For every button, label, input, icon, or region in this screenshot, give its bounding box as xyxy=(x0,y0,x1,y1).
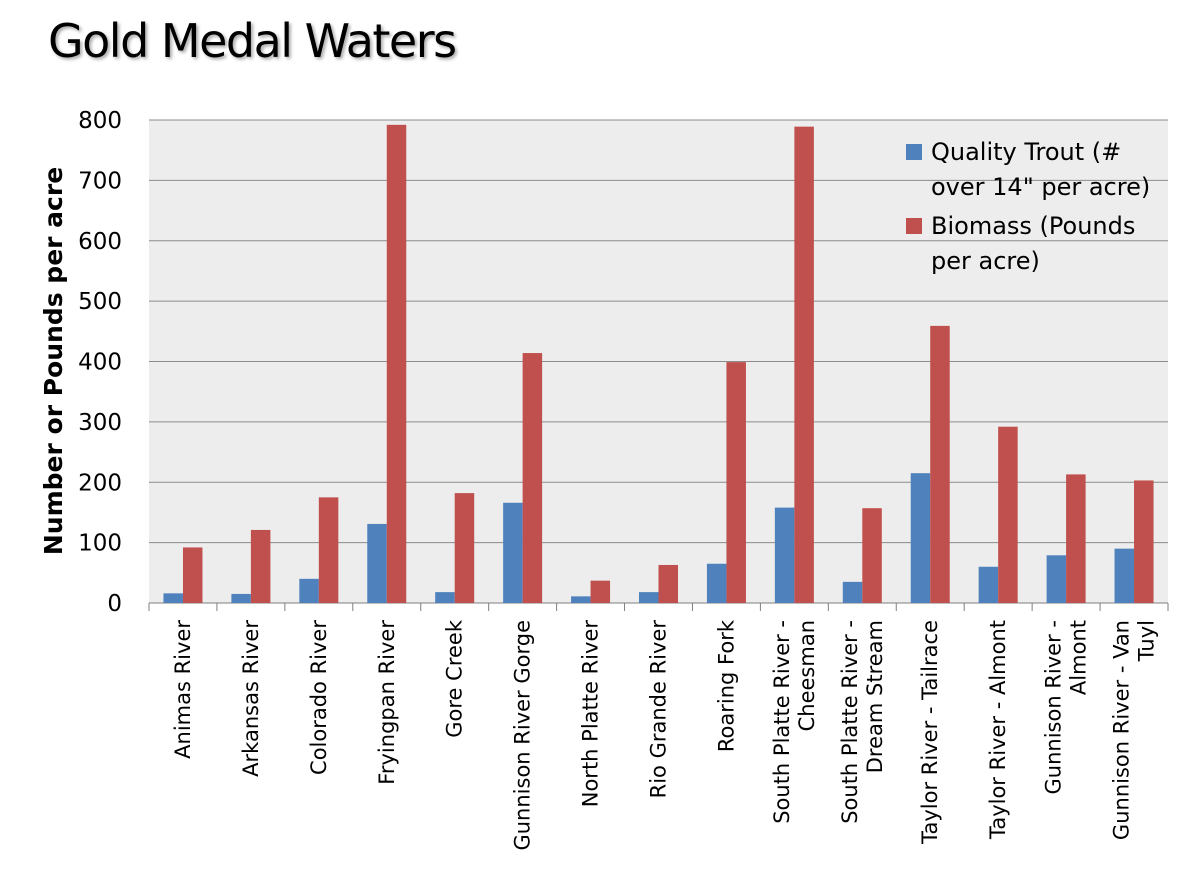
legend-label: Quality Trout (# xyxy=(931,138,1121,166)
x-category-label-line: Rio Grande River xyxy=(647,620,671,799)
bar-biomass xyxy=(250,529,271,603)
bar-biomass xyxy=(658,564,678,603)
x-category-label: Rio Grande River xyxy=(647,620,671,799)
legend: Quality Trout (# over 14" per acre) Biomas… xyxy=(906,138,1150,275)
bar-quality-trout xyxy=(978,566,999,603)
y-tick-label: 200 xyxy=(78,470,122,496)
bar-quality-trout xyxy=(639,592,659,603)
bar-biomass xyxy=(726,362,746,603)
bar-biomass xyxy=(590,580,611,603)
x-category-label: Colorado River xyxy=(307,620,331,775)
x-category-label: Gore Creek xyxy=(443,619,467,738)
bar-biomass xyxy=(862,508,882,603)
x-category-label-line: Tuyl xyxy=(1135,620,1159,662)
bar-biomass xyxy=(998,426,1018,603)
x-category-label-line: Gunnison River - Van xyxy=(1110,620,1134,840)
bar-biomass xyxy=(182,547,203,603)
bar-biomass xyxy=(1066,474,1086,603)
legend-label: per acre) xyxy=(931,247,1040,275)
x-category-label: Taylor River - Tailrace xyxy=(918,620,942,845)
bar-quality-trout xyxy=(774,507,795,603)
y-tick-label: 700 xyxy=(78,168,122,194)
bar-biomass xyxy=(522,353,543,603)
x-category-label-line: South Platte River - xyxy=(838,620,862,824)
bar-quality-trout xyxy=(842,581,863,603)
bar-quality-trout xyxy=(367,523,387,603)
bar-biomass xyxy=(794,126,814,604)
x-category-label-line: North Platte River xyxy=(579,620,603,808)
y-tick-label: 100 xyxy=(78,531,122,557)
y-tick-label: 400 xyxy=(78,350,122,376)
bar-quality-trout xyxy=(910,473,931,603)
x-category-label-line: Colorado River xyxy=(307,620,331,775)
bar-biomass xyxy=(1134,480,1154,603)
page-title: Gold Medal Waters xyxy=(48,14,457,68)
x-category-label: South Platte River - Dream Stream xyxy=(838,620,887,824)
bar-biomass xyxy=(386,124,407,603)
x-category-label: Gunnison River - Van Tuyl xyxy=(1110,620,1159,840)
x-category-label-line: Gore Creek xyxy=(443,619,467,738)
x-category-label: Animas River xyxy=(171,620,195,759)
y-axis: 0 100 200 300 400 500 600 700 800 xyxy=(78,108,122,617)
x-category-label-line: Taylor River - Almont xyxy=(986,620,1010,840)
bar-biomass xyxy=(454,493,475,603)
x-category-label: Gunnison River Gorge xyxy=(511,620,535,851)
bar-quality-trout xyxy=(435,592,455,603)
x-category-label: Arkansas River xyxy=(239,620,263,777)
legend-label: over 14" per acre) xyxy=(931,173,1150,201)
x-category-label-line: Fryingpan River xyxy=(375,620,399,785)
bar-quality-trout xyxy=(299,578,319,603)
x-axis: Animas River Arkansas River Colorado River… xyxy=(148,603,1169,851)
y-tick-label: 600 xyxy=(78,229,122,255)
y-tick-label: 800 xyxy=(78,108,122,134)
x-category-label-line: Animas River xyxy=(171,620,195,759)
x-category-label-line: Taylor River - Tailrace xyxy=(918,620,942,845)
bar-biomass xyxy=(318,497,339,603)
y-axis-title: Number or Pounds per acre xyxy=(39,167,68,555)
x-category-label: North Platte River xyxy=(579,620,603,808)
bar-quality-trout xyxy=(1046,555,1067,603)
bar-quality-trout xyxy=(706,563,727,603)
x-category-label-line: Cheesman xyxy=(795,620,819,731)
x-category-label-line: South Platte River - xyxy=(770,620,794,824)
x-category-label-line: Arkansas River xyxy=(239,620,263,777)
x-category-label-line: Almont xyxy=(1067,620,1091,695)
bar-quality-trout xyxy=(503,502,523,603)
x-category-label-line: Dream Stream xyxy=(863,620,887,773)
x-category-label: Fryingpan River xyxy=(375,620,399,785)
x-category-label-line: Gunnison River - xyxy=(1042,620,1066,794)
legend-swatch xyxy=(906,144,922,160)
gridlines xyxy=(149,119,1168,604)
x-category-label: Gunnison River - Almont xyxy=(1042,620,1091,794)
x-category-label: Taylor River - Almont xyxy=(986,620,1010,840)
legend-label: Biomass (Pounds xyxy=(931,212,1135,240)
x-category-label: South Platte River - Cheesman xyxy=(770,620,819,824)
x-category-label-line: Roaring Fork xyxy=(714,619,738,752)
bar-quality-trout xyxy=(571,596,591,603)
x-category-label: Roaring Fork xyxy=(714,619,738,752)
bar-quality-trout xyxy=(163,593,183,603)
bars xyxy=(163,124,1154,604)
y-tick-label: 0 xyxy=(107,591,122,617)
bar-biomass xyxy=(930,325,950,603)
x-category-label-line: Gunnison River Gorge xyxy=(511,620,535,851)
legend-swatch xyxy=(906,218,922,234)
y-tick-label: 500 xyxy=(78,289,122,315)
y-tick-label: 300 xyxy=(78,410,122,436)
bar-quality-trout xyxy=(1114,548,1135,603)
bar-quality-trout xyxy=(231,593,251,603)
